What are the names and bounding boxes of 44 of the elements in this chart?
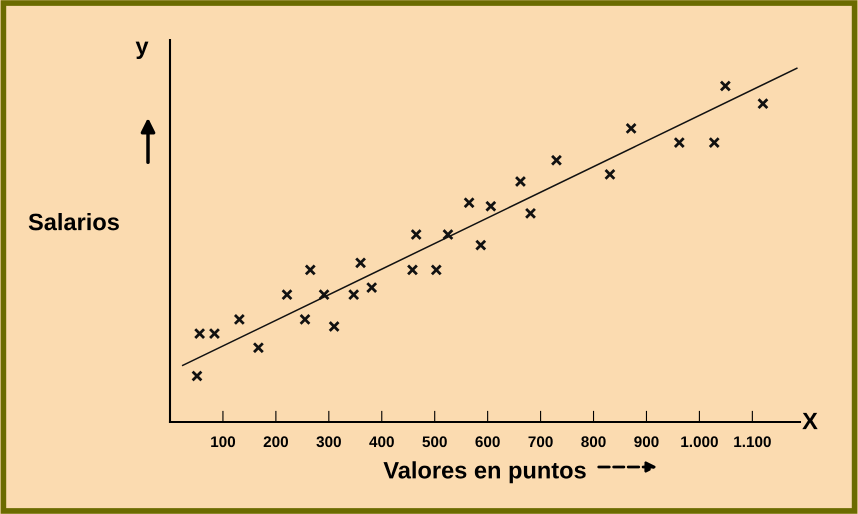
point xyxy=(281,288,293,300)
x-tick-label: 100 xyxy=(211,436,236,448)
x-tick-label: 1.000 xyxy=(681,436,718,448)
point xyxy=(348,288,360,300)
x-tick-label: 700 xyxy=(528,436,553,448)
point xyxy=(720,80,732,92)
point xyxy=(410,228,422,240)
point xyxy=(318,288,330,300)
point xyxy=(191,370,203,382)
point xyxy=(674,136,686,148)
point xyxy=(524,208,536,220)
point xyxy=(708,136,720,148)
point xyxy=(514,176,526,188)
x-tick-label: 800 xyxy=(581,436,606,448)
point xyxy=(328,320,340,332)
point xyxy=(430,264,442,276)
point xyxy=(604,168,616,180)
point xyxy=(208,328,220,340)
x-tick-label: 500 xyxy=(422,436,447,448)
point xyxy=(354,257,366,269)
x-tick-label: 300 xyxy=(316,436,341,448)
point xyxy=(234,314,246,326)
text: y xyxy=(136,42,148,60)
y-axis-title: Salarios xyxy=(28,212,119,230)
point xyxy=(406,264,418,276)
point xyxy=(485,200,497,212)
point xyxy=(474,239,487,251)
point xyxy=(252,342,264,354)
x-axis-title: Valores en puntos xyxy=(383,461,586,484)
text: X xyxy=(802,412,818,430)
point xyxy=(757,98,769,110)
point xyxy=(299,314,311,326)
point xyxy=(463,196,475,208)
x-tick-label: 200 xyxy=(264,436,288,448)
point xyxy=(625,122,637,134)
x-tick-label: 400 xyxy=(369,436,394,448)
point xyxy=(366,282,378,294)
point xyxy=(550,154,562,166)
point xyxy=(194,328,206,340)
x-tick-label: 600 xyxy=(475,436,500,448)
point xyxy=(442,228,454,240)
x-tick-label: 900 xyxy=(634,436,659,448)
x-tick-label: 1.100 xyxy=(734,436,771,448)
point xyxy=(304,264,316,276)
